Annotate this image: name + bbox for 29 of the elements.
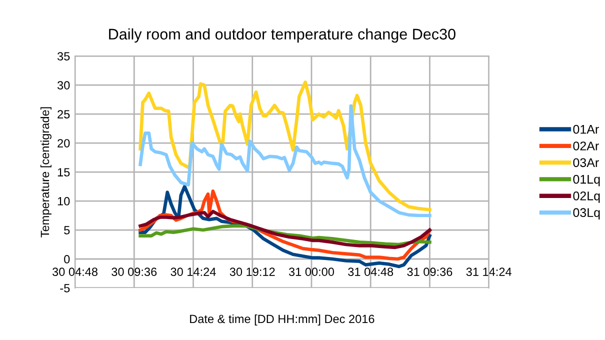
legend-label: 01Ar [573, 124, 599, 134]
y-tick-label: 10 [58, 197, 70, 206]
x-tick-label: 30 04:48 [52, 268, 98, 276]
x-tick-label: 30 19:12 [230, 268, 275, 276]
chart-title: Daily room and outdoor temperature change Dec30 [109, 28, 456, 43]
legend-label: 03Lq [573, 208, 600, 220]
y-tick-label: 25 [58, 110, 70, 118]
y-tick-label: 15 [58, 168, 70, 176]
x-tick-label: 31 04:48 [348, 268, 394, 276]
line-series [138, 80, 432, 212]
y-axis-title: Temperature [centigrade] [40, 107, 52, 238]
x-tick-label: 31 14:24 [466, 268, 512, 276]
y-tick-label: 35 [57, 52, 70, 60]
x-tick-label: 31 00:00 [288, 268, 334, 276]
y-tick-label: 30 [57, 81, 70, 90]
legend-label: 02Ar [573, 142, 599, 150]
y-tick-label: -5 [60, 284, 70, 292]
x-axis-title: Date & time [DD HH:mm] Dec 2016 [190, 314, 374, 326]
y-tick-label: 0 [64, 255, 70, 264]
y-tick-label: 5 [64, 226, 70, 234]
legend-label: 01Lq [573, 174, 600, 186]
line-series [138, 210, 432, 250]
line-series [138, 104, 432, 218]
y-tick-label: 20 [58, 139, 70, 148]
x-tick-label: 31 09:36 [407, 268, 452, 276]
x-tick-label: 30 09:36 [112, 268, 157, 276]
legend-label: 02Lq [573, 192, 600, 203]
legend-label: 03Ar [573, 158, 599, 168]
x-tick-label: 30 14:24 [170, 268, 216, 276]
